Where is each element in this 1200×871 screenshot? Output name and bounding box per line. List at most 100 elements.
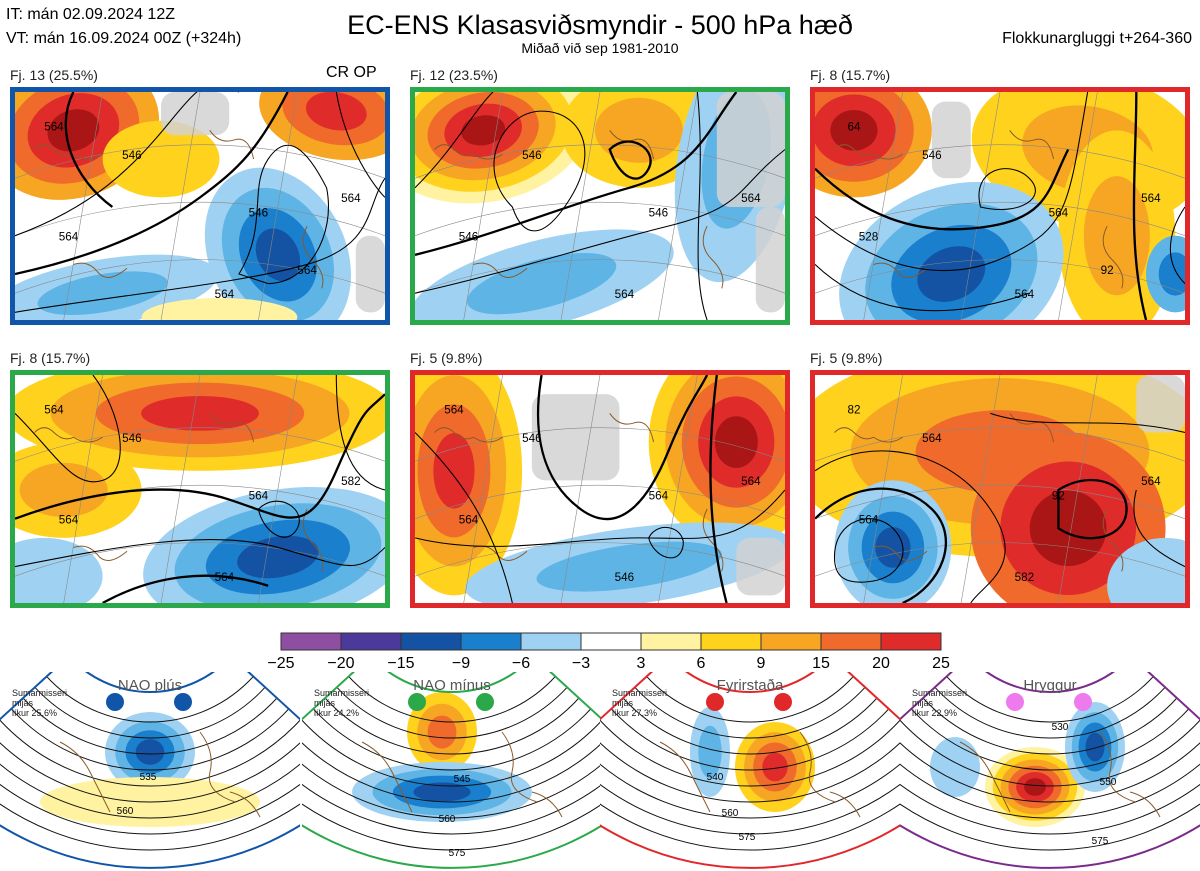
coastline	[873, 262, 928, 278]
height-contour	[909, 672, 1191, 723]
regime-marker-dot	[706, 693, 724, 711]
height-contour	[1132, 92, 1148, 320]
regime-nao-plus: 535 560 NAO plús Sumarmisseri mijás líkur…	[0, 672, 300, 871]
coastline	[34, 144, 103, 160]
height-contour	[608, 140, 652, 180]
regime-note-line: Sumarmisseri	[612, 688, 668, 698]
anomaly-field	[102, 120, 220, 198]
height-contour	[833, 518, 904, 583]
height-contour	[609, 672, 891, 723]
cluster-label: Fj. 13 (25.5%)	[10, 67, 98, 83]
contour-label: 564	[649, 491, 669, 503]
regime-note-line: Sumarmisseri	[12, 688, 68, 698]
regime-note-line: Sumarmisseri	[912, 688, 968, 698]
height-contour	[302, 672, 602, 803]
contour-label: 546	[922, 150, 941, 162]
regime-note-line: mijás	[612, 698, 634, 708]
contour-label: 546	[522, 433, 541, 445]
height-contour	[302, 672, 602, 851]
regime-note-line: mijás	[314, 698, 336, 708]
height-contour	[900, 672, 1200, 755]
contour-label: 575	[1092, 836, 1109, 847]
fan-border	[900, 672, 1200, 869]
contour-label: 564	[1141, 476, 1161, 488]
contour-label: 528	[859, 232, 878, 244]
height-contour	[1133, 489, 1185, 568]
graticule-line	[815, 484, 1185, 519]
graticule-line	[415, 427, 785, 462]
regime-marker-dot	[1006, 693, 1024, 711]
regime-note-line: líkur 27,3%	[612, 708, 658, 718]
graticule-line	[415, 484, 785, 519]
graticule-line	[560, 375, 601, 603]
height-contour	[600, 672, 900, 787]
contour-label: 82	[847, 404, 860, 416]
colorbar-segment	[280, 632, 342, 651]
colorbar-tick-label: −15	[387, 655, 415, 672]
cluster-label: Fj. 8 (15.7%)	[810, 67, 891, 83]
height-contour	[415, 432, 513, 603]
land-mass	[1136, 375, 1185, 433]
height-contour	[990, 412, 1185, 433]
anomaly-shading	[1107, 537, 1185, 603]
regime-note-line: Sumarmisseri	[314, 688, 370, 698]
contour-label: 564	[44, 404, 64, 416]
colorbar-tick-label: 9	[756, 655, 766, 672]
graticule-line	[463, 92, 503, 320]
anomaly-shading	[141, 395, 259, 431]
height-contour	[600, 672, 900, 771]
contour-label: 582	[1015, 572, 1034, 584]
colorbar-tick-label: −9	[451, 655, 471, 672]
colorbar-tick-label: −3	[571, 655, 591, 672]
anomaly-field	[839, 182, 1064, 320]
anomaly-shading	[1083, 176, 1150, 296]
anomaly-shading	[1029, 490, 1107, 567]
anomaly-shading	[47, 109, 100, 152]
height-contour	[815, 92, 1089, 271]
anomaly-shading	[875, 527, 911, 568]
land-mass	[531, 394, 620, 481]
contour-label: 564	[615, 289, 635, 301]
colorbar-tick-label: −6	[511, 655, 531, 672]
land-mass	[355, 235, 385, 313]
height-contour	[415, 92, 494, 189]
coastline	[834, 144, 903, 160]
height-contour	[815, 264, 1030, 312]
height-contour	[0, 672, 300, 803]
fan-border	[302, 672, 602, 869]
height-contour	[600, 672, 900, 739]
coastline	[609, 413, 655, 443]
fan-border	[0, 672, 300, 869]
regime-note: Sumarmisseri mijás líkur 25,6%	[12, 688, 67, 718]
fan-map	[0, 672, 300, 868]
graticule-line	[15, 201, 385, 236]
height-contour	[302, 672, 602, 771]
contour-label: 564	[922, 433, 942, 445]
anomaly-field	[141, 297, 298, 320]
fan-map	[302, 672, 602, 868]
colorbar-segment	[580, 632, 642, 651]
height-contour	[900, 672, 1200, 819]
contour-label: 564	[59, 232, 79, 244]
coastline	[702, 508, 724, 572]
contour-label: 550	[1100, 777, 1117, 788]
anomaly-field	[834, 480, 952, 603]
height-contour	[102, 574, 269, 603]
regime-note-line: mijás	[912, 698, 934, 708]
cluster-panel-6: 564 564 582 564 92 82	[810, 370, 1190, 608]
graticule-line	[658, 375, 698, 603]
cluster-label: Fj. 12 (23.5%)	[410, 67, 498, 83]
contour-label: 564	[249, 491, 269, 503]
graticule-line	[160, 92, 201, 320]
fan-map	[600, 672, 900, 868]
graticule-line	[1058, 92, 1098, 320]
anomaly-shading	[698, 725, 722, 779]
anomaly-shading	[830, 110, 878, 151]
contour-label: 92	[1052, 491, 1065, 503]
contour-label: 546	[249, 208, 268, 220]
height-contour	[600, 672, 900, 835]
coastline	[1009, 413, 1055, 443]
contour-label: 582	[341, 476, 360, 488]
regime-note-line: líkur 24,2%	[314, 708, 360, 718]
coastline	[959, 731, 1161, 818]
